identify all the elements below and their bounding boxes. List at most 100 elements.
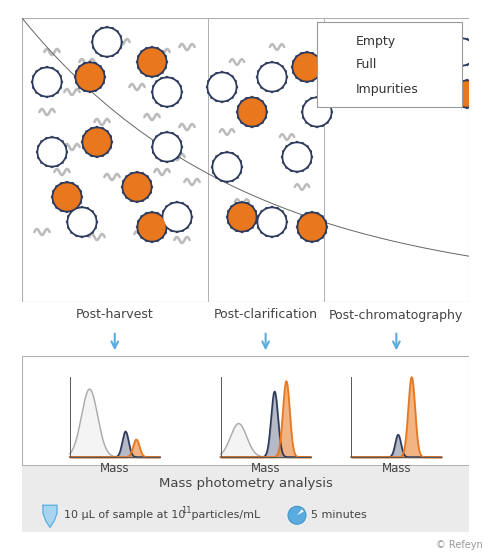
- Circle shape: [328, 55, 346, 73]
- Polygon shape: [94, 29, 120, 55]
- Polygon shape: [91, 27, 122, 57]
- Polygon shape: [455, 82, 479, 106]
- Polygon shape: [209, 74, 235, 100]
- Text: Mass: Mass: [251, 462, 280, 475]
- Circle shape: [214, 154, 240, 180]
- Text: Full: Full: [356, 57, 378, 71]
- Polygon shape: [450, 40, 474, 64]
- Polygon shape: [139, 49, 165, 75]
- Polygon shape: [447, 37, 476, 67]
- Circle shape: [154, 134, 180, 160]
- Circle shape: [237, 97, 268, 127]
- Polygon shape: [326, 31, 349, 53]
- Circle shape: [212, 151, 243, 182]
- Circle shape: [395, 35, 419, 59]
- FancyBboxPatch shape: [317, 22, 462, 107]
- Polygon shape: [66, 206, 98, 237]
- Text: Mass photometry analysis: Mass photometry analysis: [159, 478, 332, 490]
- Circle shape: [207, 72, 238, 102]
- Circle shape: [94, 29, 120, 55]
- Circle shape: [299, 214, 325, 240]
- Polygon shape: [154, 79, 180, 105]
- Circle shape: [301, 97, 332, 127]
- Polygon shape: [237, 97, 268, 127]
- Polygon shape: [154, 134, 180, 160]
- Text: Mass: Mass: [100, 462, 130, 475]
- Polygon shape: [152, 77, 183, 107]
- Polygon shape: [332, 27, 361, 57]
- Text: particles/mL: particles/mL: [188, 510, 260, 520]
- Circle shape: [229, 204, 255, 230]
- Circle shape: [292, 52, 323, 82]
- Polygon shape: [259, 64, 285, 90]
- Circle shape: [362, 72, 391, 102]
- Polygon shape: [31, 67, 62, 97]
- Circle shape: [256, 62, 288, 92]
- Circle shape: [66, 206, 98, 237]
- Polygon shape: [294, 54, 320, 80]
- Circle shape: [412, 77, 441, 107]
- Circle shape: [259, 64, 285, 90]
- Wedge shape: [297, 509, 303, 515]
- Polygon shape: [362, 72, 391, 102]
- Text: Post-clarification: Post-clarification: [214, 309, 318, 321]
- Circle shape: [281, 141, 312, 172]
- Circle shape: [415, 80, 439, 104]
- Text: Mass: Mass: [382, 462, 411, 475]
- Circle shape: [335, 30, 359, 54]
- Circle shape: [226, 201, 257, 232]
- Polygon shape: [328, 33, 346, 51]
- Polygon shape: [226, 201, 257, 232]
- Circle shape: [91, 27, 122, 57]
- Polygon shape: [299, 214, 325, 240]
- Text: 10 µL of sample at 10: 10 µL of sample at 10: [64, 510, 186, 520]
- Circle shape: [139, 214, 165, 240]
- Polygon shape: [52, 181, 82, 212]
- Polygon shape: [69, 209, 95, 235]
- FancyBboxPatch shape: [22, 18, 469, 302]
- Polygon shape: [212, 151, 243, 182]
- Circle shape: [320, 80, 344, 104]
- Text: © Refeyn: © Refeyn: [436, 540, 483, 550]
- Circle shape: [77, 64, 103, 90]
- Circle shape: [164, 204, 190, 230]
- Circle shape: [84, 129, 110, 155]
- Polygon shape: [320, 80, 344, 104]
- Polygon shape: [84, 129, 110, 155]
- Circle shape: [392, 32, 421, 62]
- Circle shape: [209, 74, 235, 100]
- FancyBboxPatch shape: [22, 465, 469, 532]
- Polygon shape: [318, 77, 347, 107]
- Polygon shape: [239, 99, 265, 125]
- Circle shape: [328, 33, 346, 51]
- Circle shape: [34, 69, 60, 95]
- Circle shape: [294, 54, 320, 80]
- Circle shape: [447, 37, 476, 67]
- Circle shape: [332, 27, 361, 57]
- Polygon shape: [207, 72, 238, 102]
- Circle shape: [52, 181, 82, 212]
- Polygon shape: [54, 184, 80, 210]
- Circle shape: [152, 132, 183, 162]
- Polygon shape: [412, 77, 441, 107]
- Text: Post-chromatography: Post-chromatography: [329, 309, 464, 321]
- Polygon shape: [301, 97, 332, 127]
- Circle shape: [36, 137, 67, 167]
- Circle shape: [297, 211, 327, 242]
- Polygon shape: [124, 174, 150, 200]
- Polygon shape: [256, 62, 288, 92]
- Circle shape: [31, 67, 62, 97]
- Polygon shape: [365, 75, 389, 99]
- Polygon shape: [304, 99, 330, 125]
- Polygon shape: [415, 80, 439, 104]
- Polygon shape: [152, 132, 183, 162]
- Circle shape: [154, 79, 180, 105]
- Circle shape: [69, 209, 95, 235]
- Polygon shape: [43, 505, 57, 527]
- Circle shape: [365, 75, 389, 99]
- Polygon shape: [229, 204, 255, 230]
- Polygon shape: [335, 30, 359, 54]
- Circle shape: [326, 52, 349, 76]
- Polygon shape: [34, 69, 60, 95]
- Polygon shape: [82, 127, 112, 157]
